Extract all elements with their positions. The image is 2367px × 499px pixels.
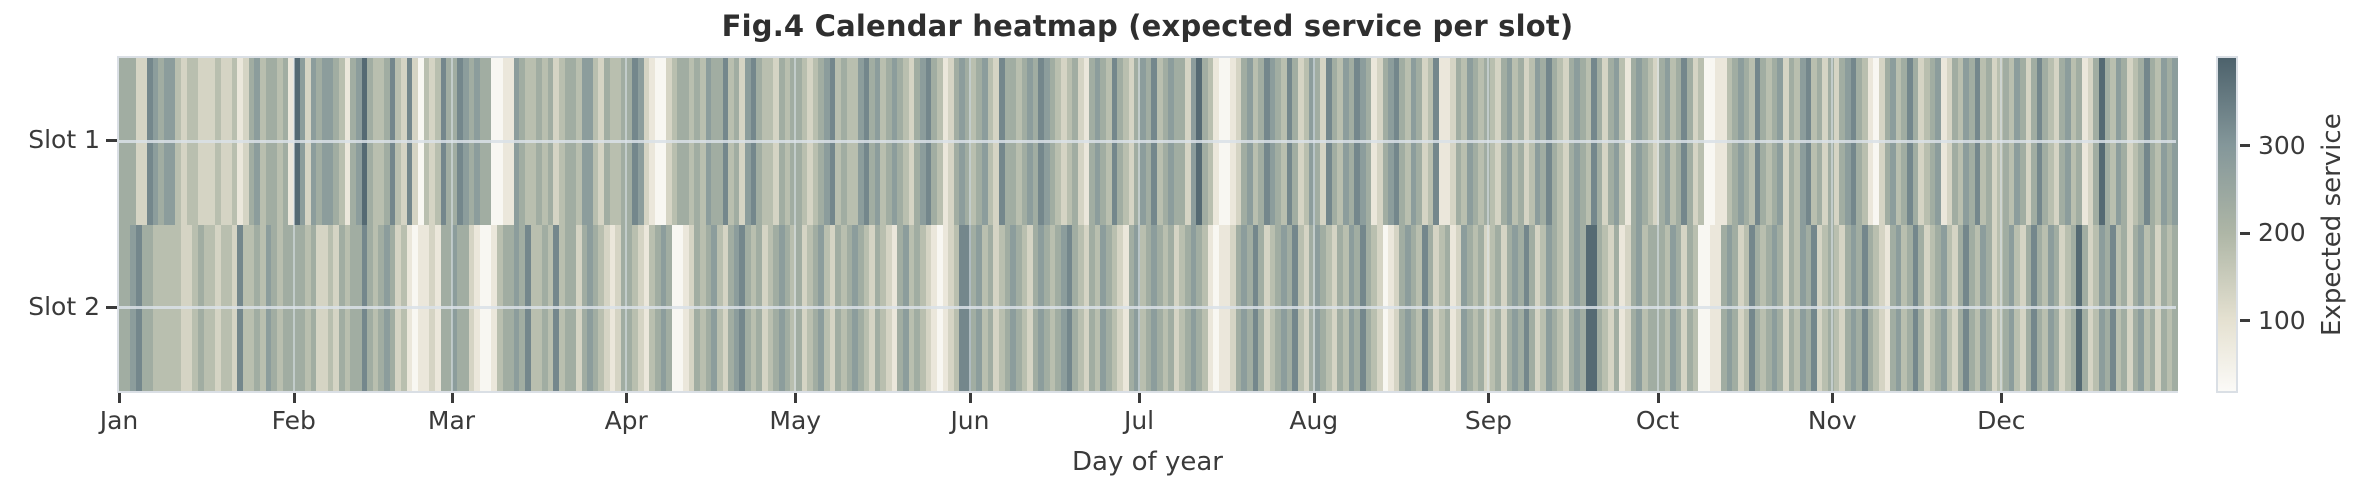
colorbar-tick-label-300: 300 [2258,130,2306,160]
heatmap-cell [2172,58,2178,225]
xtick-mark-oct [1656,393,1660,403]
xtick-label-mar: Mar [427,406,476,435]
colorbar [2218,58,2236,391]
x-axis-ticks [118,391,2176,403]
xtick-mark-dec [2000,393,2004,403]
xtick-label-feb: Feb [271,406,316,435]
xtick-mark-jul [1138,393,1142,403]
ytick-label-slot2: Slot 2 [28,292,100,321]
x-axis-tick-labels: Jan Feb Mar Apr May Jun Jul Aug Sep Oct Nov Dec [100,406,2176,440]
heatmap-plot [119,58,2178,391]
xtick-label-jul: Jul [1123,406,1155,435]
xtick-mark-may [794,393,798,403]
colorbar-tick-label-100: 100 [2258,305,2306,335]
xtick-label-jan: Jan [99,406,139,435]
xtick-mark-jun [968,393,972,403]
colorbar-title: Expected service [2317,113,2347,336]
ytick-mark-slot1 [106,139,117,142]
heatmap-cell [2172,224,2178,391]
ytick-mark-slot2 [106,306,117,309]
colorbar-tick-mark-200 [2240,231,2250,235]
xtick-mark-sep [1487,393,1491,403]
colorbar-tick-mark-100 [2240,319,2250,323]
xtick-mark-nov [1831,393,1835,403]
xtick-label-apr: Apr [604,406,648,435]
heatmap-row-slot2 [119,224,2178,391]
colorbar-ticks: 100 200 300 [2240,58,2306,391]
xtick-label-aug: Aug [1289,406,1339,435]
xtick-mark-feb [292,393,296,403]
xtick-label-jun: Jun [950,406,990,435]
xtick-label-dec: Dec [1977,406,2026,435]
colorbar-tick-label-200: 200 [2258,218,2306,248]
xtick-label-sep: Sep [1464,406,1513,435]
xtick-mark-aug [1312,393,1316,403]
xtick-label-nov: Nov [1807,406,1857,435]
xtick-label-oct: Oct [1635,406,1680,435]
heatmap-row-slot1 [119,58,2178,225]
xtick-mark-mar [450,393,454,403]
colorbar-tick-mark-300 [2240,144,2250,148]
xtick-mark-jan [118,393,121,403]
x-axis-title: Day of year [1072,447,1223,477]
ytick-label-slot1: Slot 1 [28,125,100,154]
xtick-label-may: May [769,406,822,435]
xtick-mark-apr [625,393,629,403]
colorbar-gradient [2218,58,2236,391]
chart-title: Fig.4 Calendar heatmap (expected service… [721,9,1574,43]
